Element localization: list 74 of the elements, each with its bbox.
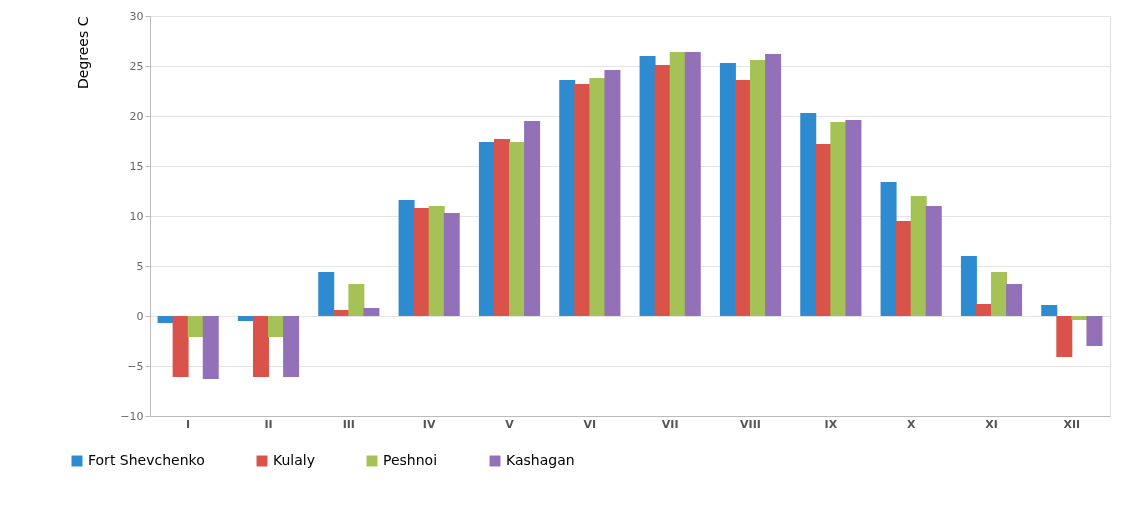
bar	[719, 63, 736, 316]
bar	[734, 80, 751, 316]
bar	[1041, 305, 1058, 316]
bar	[478, 142, 495, 316]
legend-label: Peshnoi	[383, 452, 438, 468]
bar	[639, 56, 656, 316]
x-tick-label: XII	[1063, 417, 1081, 431]
y-tick-label: 5	[136, 259, 144, 273]
bar	[765, 54, 782, 316]
legend-label: Fort Shevchenko	[88, 452, 205, 468]
bar	[398, 200, 415, 316]
bar	[413, 208, 430, 316]
bar	[975, 304, 992, 316]
bar	[348, 284, 365, 316]
bar	[237, 316, 254, 321]
bar	[318, 272, 335, 316]
bar	[509, 142, 526, 316]
bar	[333, 310, 350, 316]
x-tick-label: X	[906, 417, 916, 431]
bar	[559, 80, 576, 316]
bar	[157, 316, 174, 323]
bar	[604, 70, 621, 316]
bar	[815, 144, 832, 316]
x-tick-label: VIII	[740, 417, 761, 431]
bar	[187, 316, 204, 337]
bar	[1071, 316, 1088, 320]
x-tick-label: I	[186, 417, 191, 431]
bar	[283, 316, 300, 377]
y-tick-label: 30	[129, 9, 144, 23]
bar	[172, 316, 189, 377]
bar	[895, 221, 912, 316]
y-tick-label: 25	[129, 59, 144, 73]
x-tick-label: V	[505, 417, 515, 431]
y-tick-label: −5	[127, 359, 144, 373]
y-tick-label: 0	[136, 309, 144, 323]
x-tick-label: XI	[985, 417, 998, 431]
y-tick-label: 10	[129, 209, 144, 223]
bar	[363, 308, 380, 316]
bar	[654, 65, 671, 316]
bar	[202, 316, 219, 379]
y-axis-title: Degrees C	[74, 16, 91, 89]
y-tick-label: −10	[120, 409, 144, 423]
bar	[800, 113, 817, 316]
y-tick-label: 15	[129, 159, 144, 173]
x-tick-label: IX	[824, 417, 838, 431]
x-tick-label: II	[264, 417, 273, 431]
bar	[1006, 284, 1023, 316]
bar	[574, 84, 591, 316]
bar	[493, 139, 510, 316]
x-tick-label: IV	[422, 417, 436, 431]
bar	[880, 182, 897, 316]
legend-label: Kashagan	[506, 452, 575, 468]
y-tick-label: 20	[129, 109, 144, 123]
bar	[669, 52, 686, 316]
bar	[589, 78, 606, 316]
bar	[252, 316, 269, 377]
bar	[991, 272, 1008, 316]
bar	[443, 213, 460, 316]
bar	[910, 196, 927, 316]
bar	[684, 52, 701, 316]
bar	[960, 256, 977, 316]
bar	[524, 121, 541, 316]
x-tick-label: VI	[583, 417, 597, 431]
x-tick-label: III	[342, 417, 355, 431]
legend-label: Kulaly	[273, 452, 315, 468]
bar	[1056, 316, 1073, 357]
bar	[268, 316, 285, 337]
bar	[750, 60, 767, 316]
bar	[830, 122, 847, 316]
bar	[925, 206, 942, 316]
bar	[428, 206, 445, 316]
bar	[845, 120, 862, 316]
x-tick-label: VII	[661, 417, 679, 431]
bar	[1086, 316, 1103, 346]
